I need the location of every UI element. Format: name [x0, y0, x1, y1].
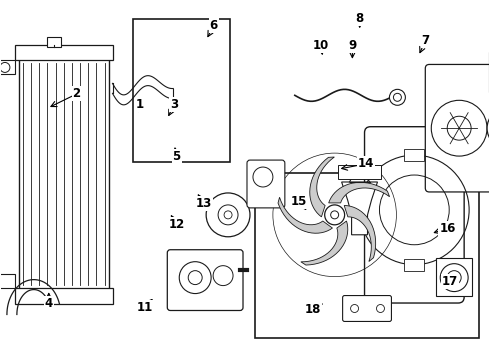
Bar [0, 60, 15, 75]
Circle shape [447, 271, 461, 285]
Text: 16: 16 [440, 222, 456, 235]
Circle shape [188, 271, 202, 285]
FancyBboxPatch shape [425, 64, 490, 192]
Bar [15, 288, 113, 303]
Polygon shape [301, 221, 348, 265]
Text: 12: 12 [169, 218, 185, 231]
Polygon shape [344, 206, 376, 261]
Text: 15: 15 [291, 195, 307, 208]
Polygon shape [310, 157, 334, 217]
Circle shape [331, 211, 339, 219]
FancyBboxPatch shape [167, 250, 243, 310]
Text: 8: 8 [356, 12, 364, 25]
Text: 13: 13 [196, 197, 212, 210]
Circle shape [253, 167, 273, 187]
Text: 7: 7 [421, 33, 430, 47]
Bar [15, 45, 113, 60]
Polygon shape [342, 182, 377, 235]
Text: 14: 14 [358, 157, 374, 170]
Bar [133, 19, 230, 162]
Bar [489, 53, 490, 92]
Circle shape [447, 116, 471, 140]
Circle shape [431, 100, 487, 156]
Text: 11: 11 [137, 301, 153, 314]
Circle shape [0, 62, 10, 72]
Circle shape [487, 108, 490, 148]
Circle shape [350, 305, 359, 312]
Circle shape [224, 211, 232, 219]
Circle shape [393, 93, 401, 101]
Bar [338, 165, 382, 179]
FancyBboxPatch shape [365, 127, 464, 303]
Bar [404, 259, 424, 271]
Circle shape [206, 193, 250, 237]
Text: 18: 18 [305, 303, 321, 316]
Text: 2: 2 [73, 87, 81, 100]
Text: 9: 9 [348, 39, 357, 52]
Circle shape [376, 305, 385, 312]
Circle shape [218, 205, 238, 225]
Bar [0, 274, 15, 288]
Text: 3: 3 [170, 98, 178, 111]
Bar [47, 37, 61, 46]
Polygon shape [278, 197, 332, 233]
Text: 10: 10 [313, 39, 329, 52]
Polygon shape [329, 183, 390, 203]
Circle shape [440, 264, 468, 292]
Circle shape [179, 262, 211, 293]
FancyBboxPatch shape [247, 160, 285, 208]
FancyBboxPatch shape [343, 296, 392, 321]
Text: 5: 5 [172, 150, 181, 163]
Bar [255, 173, 479, 338]
Bar [19, 58, 108, 289]
Circle shape [390, 89, 405, 105]
Text: 17: 17 [442, 275, 458, 288]
Circle shape [213, 266, 233, 285]
Bar [436, 258, 472, 296]
Text: 1: 1 [136, 98, 144, 111]
Text: 4: 4 [45, 297, 53, 310]
Bar [404, 149, 424, 161]
Text: 6: 6 [210, 19, 218, 32]
Circle shape [325, 205, 344, 225]
